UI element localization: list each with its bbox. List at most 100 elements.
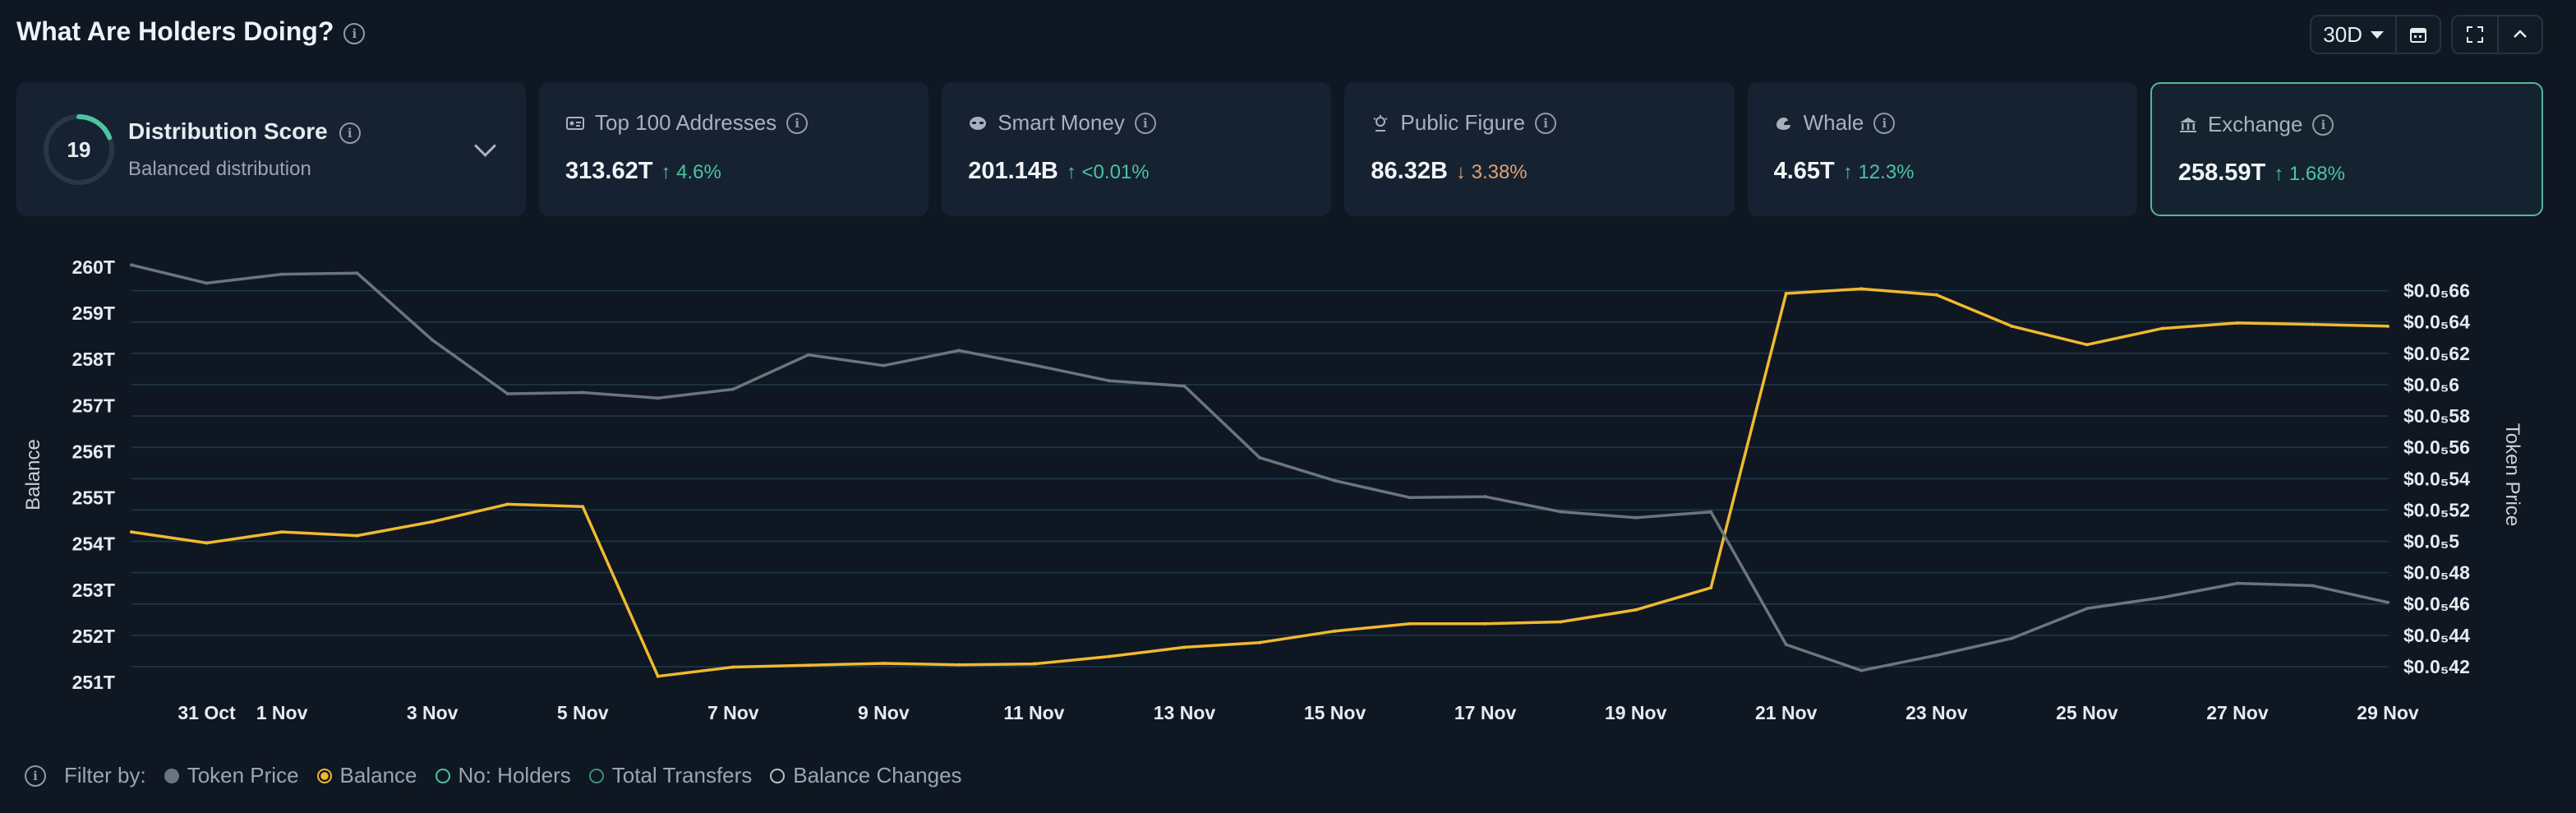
filter-balance-changes[interactable]: Balance Changes (770, 763, 962, 788)
collapse-button[interactable] (2497, 16, 2541, 53)
data-point (355, 271, 359, 275)
left-tick-label: 255T (72, 487, 115, 509)
whale-icon (1776, 117, 1790, 130)
info-icon[interactable]: i (1134, 112, 1156, 134)
caret-down-icon (2371, 30, 2384, 39)
filter-label: Filter by: (64, 763, 146, 788)
score-value: 19 (67, 137, 91, 162)
x-tick-label: 25 Nov (2056, 702, 2118, 723)
data-point (2235, 581, 2239, 585)
holder-card-top-100-addresses[interactable]: Top 100 Addresses i 313.62T ↑ 4.6% (539, 82, 929, 216)
holder-card-public-figure[interactable]: Public Figure i 86.32B ↓ 3.38% (1344, 82, 1735, 216)
info-icon[interactable]: i (786, 112, 809, 134)
filter-token-price[interactable]: Token Price (164, 763, 299, 788)
info-icon[interactable]: i (1535, 112, 1557, 134)
data-point (1333, 629, 1337, 633)
filter-total-transfers[interactable]: Total Transfers (588, 763, 752, 788)
x-tick-label: 21 Nov (1755, 702, 1818, 723)
period-dropdown[interactable]: 30D (2311, 16, 2395, 53)
filter-label-text: Balance Changes (793, 763, 962, 788)
left-tick-label: 259T (72, 303, 115, 324)
data-point (2010, 636, 2014, 640)
data-point (1859, 287, 1864, 291)
data-point (1333, 478, 1337, 483)
left-tick-label: 260T (72, 256, 115, 278)
data-point (2160, 326, 2164, 330)
card-label: Whale (1803, 110, 1864, 135)
x-tick-label: 7 Nov (707, 702, 759, 723)
data-point (2311, 584, 2315, 588)
data-point (431, 338, 435, 342)
card-delta: ↓ 3.38% (1456, 161, 1528, 183)
data-point (581, 390, 585, 395)
x-tick-label: 9 Nov (858, 702, 910, 723)
card-delta-text: 3.38% (1471, 161, 1528, 183)
distribution-score-card[interactable]: 19 Distribution Score i Balanced distribu… (16, 82, 526, 216)
info-icon[interactable]: i (339, 122, 361, 144)
data-point (2235, 321, 2239, 325)
data-point (882, 661, 886, 665)
data-point (656, 396, 660, 400)
info-icon[interactable]: i (1873, 112, 1896, 134)
filter-no-holders[interactable]: No: Holders (435, 763, 571, 788)
filter-label-text: Balance (339, 763, 417, 788)
right-tick-label: $0.0₅64 (2403, 312, 2470, 333)
data-point (1784, 291, 1788, 295)
stat-cards: Top 100 Addresses i 313.62T ↑ 4.6% Smart Mon… (539, 82, 2544, 216)
data-point (2160, 595, 2164, 599)
card-delta-text: 1.68% (2288, 163, 2345, 185)
y-axis-title-right: Token Price (2501, 423, 2523, 526)
chevron-down-icon[interactable] (474, 135, 496, 157)
right-tick-label: $0.0₅44 (2403, 625, 2470, 646)
card-header: Public Figure i (1371, 110, 1557, 136)
calendar-button[interactable] (2395, 16, 2440, 53)
data-point (2311, 322, 2315, 326)
legend-dot-icon (164, 768, 179, 783)
info-icon[interactable]: i (25, 764, 46, 787)
card-delta: ↑ 4.6% (661, 161, 721, 183)
data-point (2386, 600, 2389, 604)
arrow-up-icon: ↑ (661, 161, 671, 183)
data-point (505, 502, 509, 506)
card-label: Top 100 Addresses (595, 110, 777, 135)
page-title: What Are Holders Doing? i (16, 16, 366, 47)
fullscreen-button[interactable] (2453, 16, 2497, 53)
card-delta: ↑ <0.01% (1067, 161, 1150, 183)
data-point (1859, 668, 1864, 672)
right-tick-label: $0.0₅66 (2403, 280, 2470, 302)
holder-card-exchange[interactable]: Exchange i 258.59T ↑ 1.68% (2150, 82, 2544, 216)
x-tick-label: 31 Oct (177, 702, 236, 723)
chevron-up-icon (2514, 30, 2527, 38)
holder-card-whale[interactable]: Whale i 4.65T ↑ 12.3% (1747, 82, 2137, 216)
data-point (1107, 654, 1111, 658)
data-point (2085, 343, 2089, 347)
arrow-up-icon: ↑ (2274, 163, 2284, 185)
expand-icon (2467, 26, 2483, 43)
y-axis-title-left: Balance (22, 439, 44, 510)
data-point (1408, 496, 1412, 500)
public-figure-icon (1373, 114, 1388, 132)
data-point (1107, 379, 1111, 383)
right-tick-label: $0.0₅48 (2403, 562, 2470, 584)
data-point (656, 674, 660, 678)
card-value: 4.65T ↑ 12.3% (1774, 158, 1915, 185)
left-tick-label: 253T (72, 580, 115, 601)
data-point (806, 353, 810, 357)
data-point (1408, 621, 1412, 626)
filter-balance[interactable]: Balance (316, 763, 417, 788)
arrow-up-icon: ↑ (1066, 161, 1076, 183)
score-subtitle: Balanced distribution (128, 158, 311, 180)
data-point (205, 281, 209, 285)
card-delta-text: <0.01% (1081, 161, 1150, 183)
legend-dot-icon (588, 768, 604, 783)
data-point (1784, 643, 1788, 647)
info-icon[interactable]: i (2312, 113, 2334, 136)
info-icon[interactable]: i (343, 22, 366, 44)
period-selector: 30D (2310, 15, 2441, 54)
holders-chart: $0.0₅42 $0.0₅44 $0.0₅46 $0.0₅48 $0.0₅5 $0.0₅5… (22, 256, 2523, 723)
card-label: Exchange (2207, 112, 2303, 136)
data-point (1559, 620, 1563, 624)
data-point (1709, 585, 1713, 589)
right-tick-label: $0.0₅5 (2403, 530, 2459, 552)
holder-card-smart-money[interactable]: Smart Money i 201.14B ↑ <0.01% (942, 82, 1332, 216)
